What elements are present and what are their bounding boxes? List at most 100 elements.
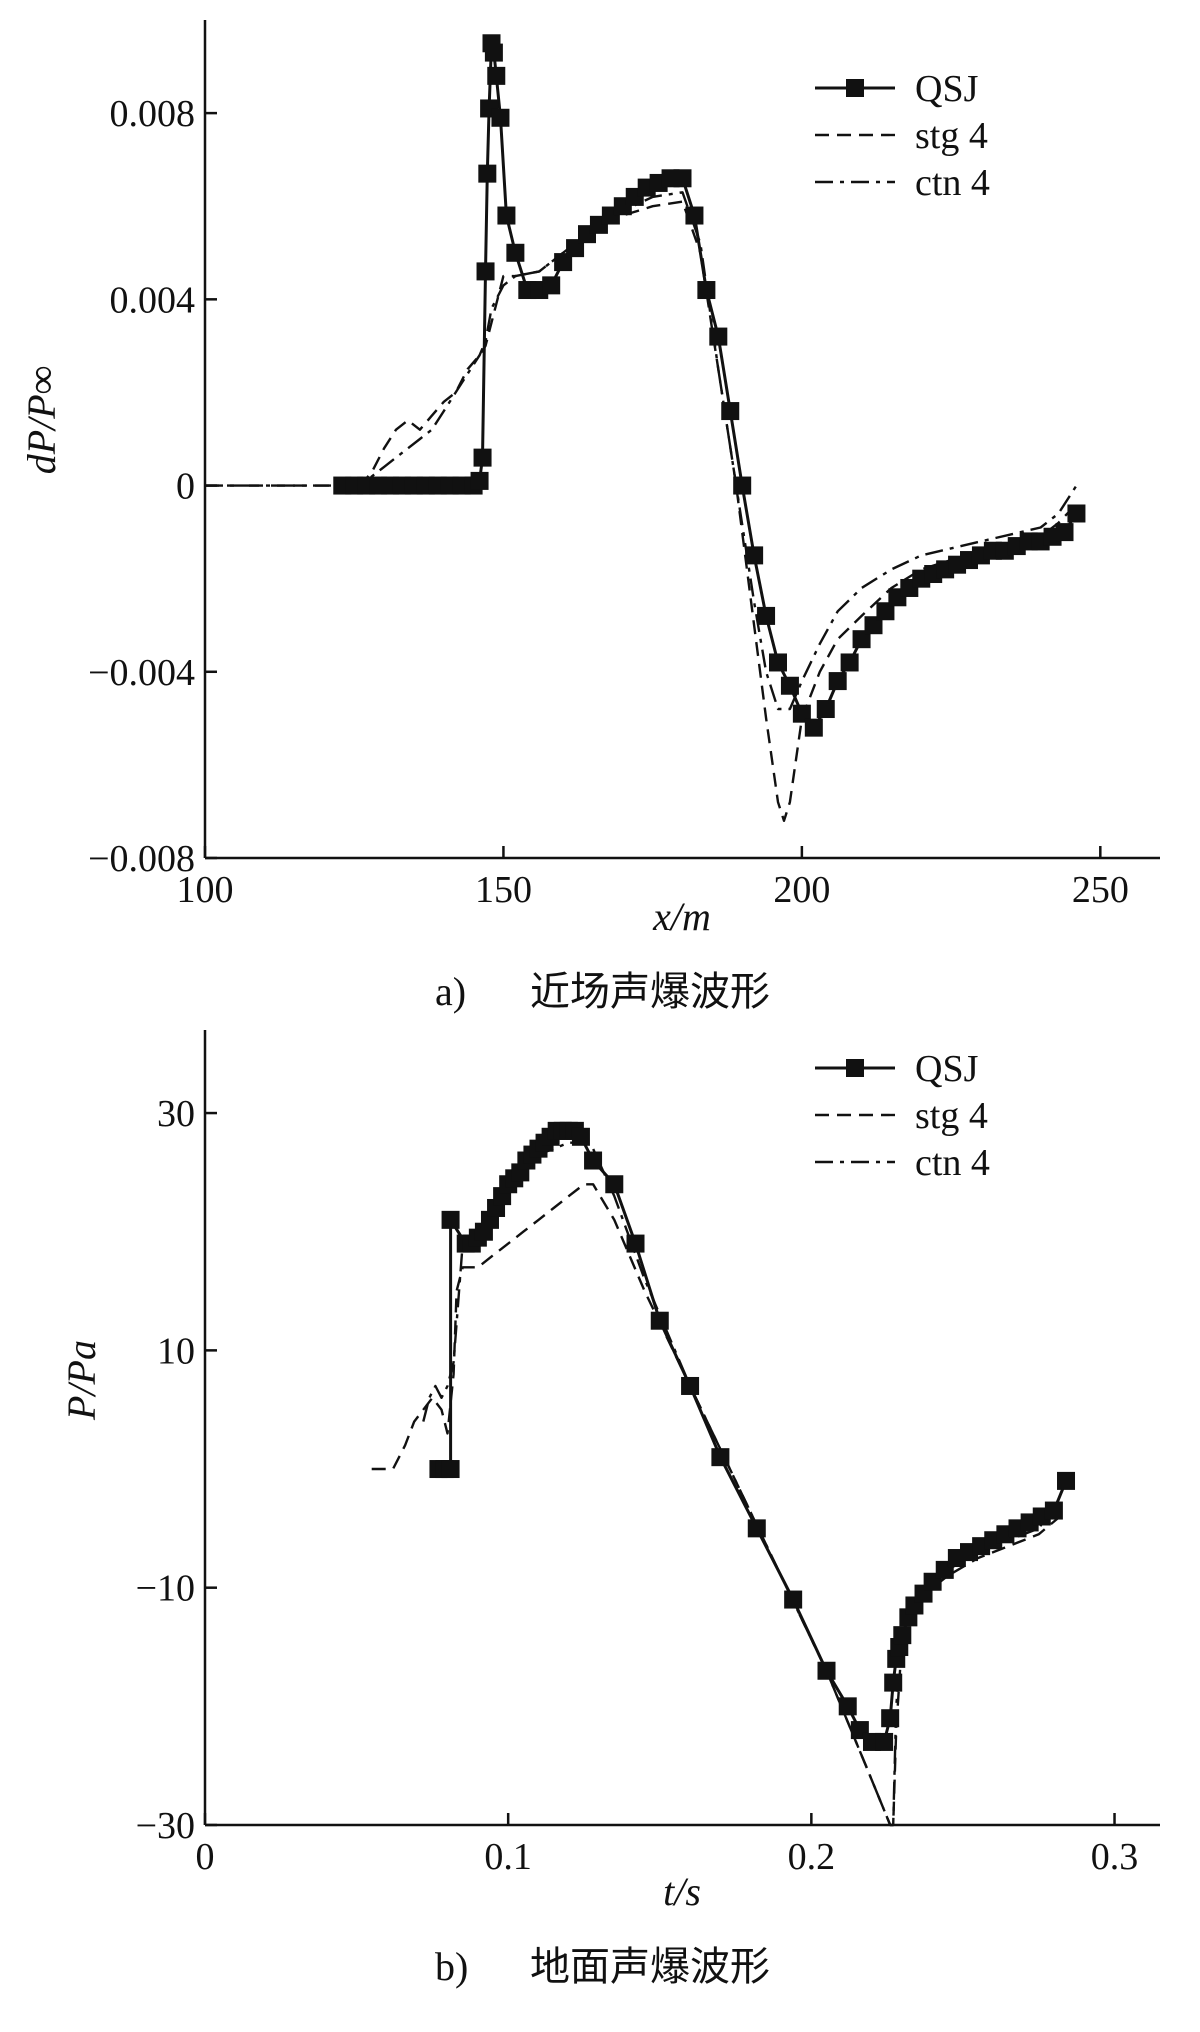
y-tick-label: −0.004 xyxy=(88,652,195,694)
qsj-marker xyxy=(626,1234,645,1253)
qsj-marker xyxy=(792,704,811,723)
legend-marker xyxy=(846,79,864,97)
qsj-marker xyxy=(852,630,871,649)
caption-index-b: b) xyxy=(435,1944,468,1989)
x-tick-label: 200 xyxy=(773,869,830,911)
qsj-marker xyxy=(745,546,764,565)
qsj-marker xyxy=(884,1673,903,1692)
qsj-marker xyxy=(571,1127,590,1146)
qsj-marker xyxy=(1044,1501,1063,1520)
y-tick-label: 0.004 xyxy=(110,279,196,321)
plot-area-a xyxy=(205,20,1160,858)
legend-label: ctn 4 xyxy=(915,1142,990,1184)
legend-a: QSJ stg 4 ctn 4 xyxy=(815,68,990,204)
qsj-marker xyxy=(681,1376,700,1395)
y-ticks-a: 0.008 0.004 0 −0.004 −0.008 xyxy=(88,93,217,880)
chart-panel-b: 0 0.1 0.2 0.3 30 10 −10 −30 t/s P/Pa QSJ stg 4 c… xyxy=(59,1030,1160,1989)
series-b xyxy=(371,1121,1076,1827)
y-tick-label: −0.008 xyxy=(88,838,195,880)
qsj-marker xyxy=(441,1210,460,1229)
qsj-marker xyxy=(566,239,585,258)
x-tick-label: 0.2 xyxy=(788,1836,836,1878)
qsj-marker xyxy=(484,43,503,62)
qsj-marker xyxy=(473,448,492,467)
qsj-marker xyxy=(804,718,823,737)
x-axis-label-a: x/m xyxy=(652,894,711,939)
qsj-marker xyxy=(876,602,895,621)
qsj-marker xyxy=(747,1519,766,1538)
qsj-marker xyxy=(487,66,506,85)
qsj-marker xyxy=(816,700,835,719)
legend-label: ctn 4 xyxy=(915,162,990,204)
y-tick-label: 10 xyxy=(157,1330,195,1372)
qsj-marker xyxy=(828,672,847,691)
legend-b: QSJ stg 4 ctn 4 xyxy=(815,1048,990,1184)
y-tick-label: 30 xyxy=(157,1093,195,1135)
series-line-ctn-4 xyxy=(422,1141,1061,1827)
x-axis-label-b: t/s xyxy=(663,1869,701,1914)
series-line-ctn-4 xyxy=(205,191,1078,711)
qsj-marker xyxy=(650,1311,669,1330)
legend-label: QSJ xyxy=(915,68,978,110)
y-tick-label: −30 xyxy=(136,1805,195,1847)
legend-label: QSJ xyxy=(915,1048,978,1090)
qsj-marker xyxy=(733,476,752,495)
qsj-marker xyxy=(584,1151,603,1170)
qsj-marker xyxy=(721,402,740,421)
y-axis-label-a: dP/P∞ xyxy=(19,366,64,475)
qsj-marker xyxy=(840,653,859,672)
qsj-marker xyxy=(780,676,799,695)
y-tick-label: 0 xyxy=(176,466,195,508)
chart-panel-a: 100 150 200 250 0.008 0.004 0 −0.004 −0.008 x/m… xyxy=(19,20,1160,1014)
x-tick-label: 150 xyxy=(475,869,532,911)
x-tick-label: 0.3 xyxy=(1091,1836,1139,1878)
x-tick-label: 0 xyxy=(196,1836,215,1878)
qsj-marker xyxy=(769,653,787,672)
qsj-marker xyxy=(673,169,692,188)
x-ticks-a: 100 150 200 250 xyxy=(177,846,1129,911)
qsj-marker xyxy=(476,262,495,281)
y-tick-label: −10 xyxy=(136,1568,195,1610)
qsj-marker xyxy=(542,276,561,295)
qsj-marker xyxy=(554,253,573,272)
qsj-marker xyxy=(497,206,516,225)
series-line-stg-4 xyxy=(371,1183,1061,1827)
qsj-marker xyxy=(817,1661,836,1680)
caption-index-a: a) xyxy=(435,969,466,1014)
qsj-marker xyxy=(478,164,497,183)
series-a xyxy=(205,34,1086,822)
legend-label: stg 4 xyxy=(915,115,988,157)
qsj-marker xyxy=(470,471,489,490)
qsj-marker xyxy=(864,616,883,635)
qsj-marker xyxy=(784,1590,803,1609)
y-ticks-b: 30 10 −10 −30 xyxy=(136,1093,217,1847)
y-axis-label-b: P/Pa xyxy=(59,1340,104,1421)
qsj-marker xyxy=(711,1448,730,1467)
qsj-marker xyxy=(441,1460,460,1479)
legend-label: stg 4 xyxy=(915,1095,988,1137)
qsj-marker xyxy=(491,108,510,127)
qsj-marker xyxy=(1067,504,1086,523)
qsj-marker xyxy=(1057,1471,1076,1490)
qsj-marker xyxy=(881,1709,900,1728)
legend-marker xyxy=(846,1059,864,1077)
caption-text-b: 地面声爆波形 xyxy=(530,1944,770,1989)
x-ticks-b: 0 0.1 0.2 0.3 xyxy=(196,1813,1139,1878)
qsj-marker xyxy=(685,206,704,225)
x-tick-label: 0.1 xyxy=(484,1836,532,1878)
qsj-marker xyxy=(1055,523,1074,542)
x-tick-label: 100 xyxy=(177,869,234,911)
x-tick-label: 250 xyxy=(1072,869,1129,911)
qsj-marker xyxy=(709,327,728,346)
qsj-marker xyxy=(605,1175,624,1194)
qsj-marker xyxy=(838,1697,857,1716)
qsj-marker xyxy=(757,606,776,625)
qsj-marker xyxy=(506,243,525,262)
series-line-qsj xyxy=(438,1129,1068,1744)
y-tick-label: 0.008 xyxy=(110,93,196,135)
qsj-marker xyxy=(697,281,716,300)
caption-text-a: 近场声爆波形 xyxy=(530,969,770,1014)
qsj-marker xyxy=(893,1626,912,1645)
qsj-marker xyxy=(875,1732,894,1751)
